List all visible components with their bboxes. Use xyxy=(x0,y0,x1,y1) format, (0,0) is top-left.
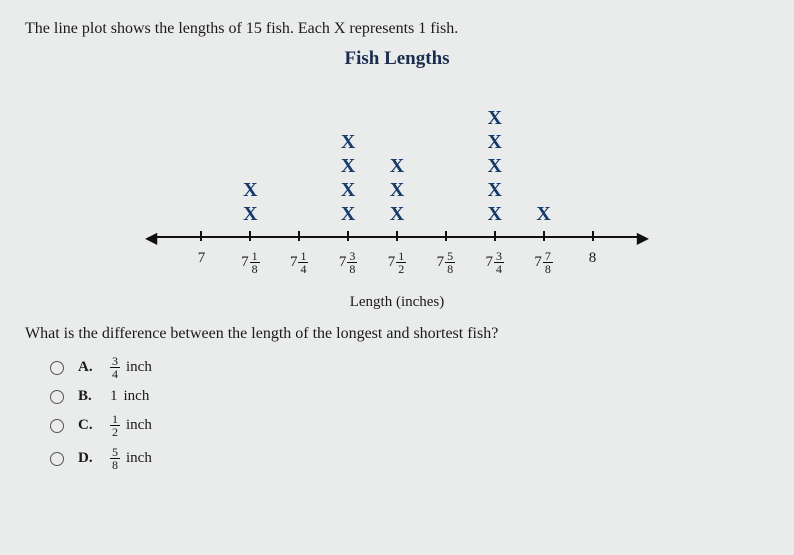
tick-mark xyxy=(347,231,349,241)
options-list: A. 34inch B. 1inch C. 12inch D. 58inch xyxy=(50,355,769,471)
x-mark-icon: X xyxy=(475,130,515,154)
plot-column: XXX xyxy=(377,154,417,226)
answer-option[interactable]: A. 34inch xyxy=(50,355,769,380)
prompt-text: fish. xyxy=(426,20,458,37)
tick-mark xyxy=(249,231,251,241)
radio-icon[interactable] xyxy=(50,452,64,466)
prompt-text: fish. Each xyxy=(262,20,334,37)
x-mark-icon: X xyxy=(328,154,368,178)
tick-label: 718 xyxy=(230,250,270,275)
option-text: 12inch xyxy=(110,413,152,438)
option-letter: C. xyxy=(78,417,96,434)
tick-label: 8 xyxy=(573,250,613,267)
option-text: 58inch xyxy=(110,446,152,471)
tick-label: 738 xyxy=(328,250,368,275)
prompt-count: 15 xyxy=(246,20,262,37)
x-mark-icon: X xyxy=(475,106,515,130)
tick-mark xyxy=(445,231,447,241)
option-letter: A. xyxy=(78,359,96,376)
option-text: 34inch xyxy=(110,355,152,380)
x-mark-icon: X xyxy=(230,178,270,202)
option-letter: D. xyxy=(78,450,96,467)
plot-column: XXXX xyxy=(328,130,368,226)
prompt-x-glyph: X xyxy=(334,20,346,37)
x-mark-icon: X xyxy=(230,202,270,226)
plot-column: XXXXX xyxy=(475,106,515,226)
plot-column: X xyxy=(524,202,564,226)
answer-option[interactable]: C. 12inch xyxy=(50,413,769,438)
chart-title: Fish Lengths xyxy=(177,48,617,70)
x-mark-icon: X xyxy=(524,202,564,226)
option-text: 1inch xyxy=(110,388,149,405)
x-mark-icon: X xyxy=(328,178,368,202)
axis-label: Length (inches) xyxy=(177,294,617,311)
tick-mark xyxy=(592,231,594,241)
tick-label: 7 xyxy=(181,250,221,267)
x-mark-icon: X xyxy=(475,202,515,226)
tick-label: 712 xyxy=(377,250,417,275)
x-mark-icon: X xyxy=(377,154,417,178)
tick-label: 734 xyxy=(475,250,515,275)
tick-mark xyxy=(543,231,545,241)
problem-prompt: The line plot shows the lengths of 15 fi… xyxy=(25,20,769,38)
tick-mark xyxy=(396,231,398,241)
answer-option[interactable]: D. 58inch xyxy=(50,446,769,471)
arrow-left-icon: ◀ xyxy=(145,228,157,248)
x-mark-icon: X xyxy=(475,178,515,202)
prompt-text: The line plot shows the lengths of xyxy=(25,20,246,37)
x-mark-icon: X xyxy=(328,202,368,226)
tick-mark xyxy=(298,231,300,241)
plot-column: XX xyxy=(230,178,270,226)
axis: ◀ ▶ xyxy=(177,228,617,248)
radio-icon[interactable] xyxy=(50,390,64,404)
answer-option[interactable]: B. 1inch xyxy=(50,388,769,405)
x-mark-icon: X xyxy=(377,178,417,202)
question-text: What is the difference between the lengt… xyxy=(25,325,769,343)
tick-label: 714 xyxy=(279,250,319,275)
tick-mark xyxy=(200,231,202,241)
arrow-right-icon: ▶ xyxy=(637,228,649,248)
plot-area: XXXXXXXXXXXXXXX xyxy=(177,76,617,226)
prompt-text: represents xyxy=(345,20,418,37)
x-mark-icon: X xyxy=(328,130,368,154)
tick-label: 778 xyxy=(524,250,564,275)
option-letter: B. xyxy=(78,388,96,405)
tick-label: 758 xyxy=(426,250,466,275)
line-plot: Fish Lengths XXXXXXXXXXXXXXX ◀ ▶ 7718714… xyxy=(177,48,617,311)
radio-icon[interactable] xyxy=(50,361,64,375)
radio-icon[interactable] xyxy=(50,419,64,433)
x-mark-icon: X xyxy=(475,154,515,178)
tick-mark xyxy=(494,231,496,241)
axis-labels: 7 718 714 738 712 758 734 778 8 xyxy=(177,250,617,290)
x-mark-icon: X xyxy=(377,202,417,226)
